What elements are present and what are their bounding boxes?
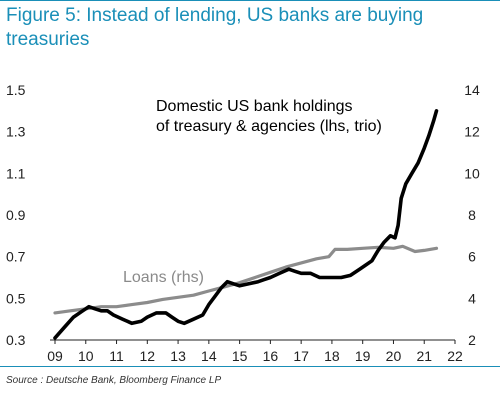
left-tick-label: 0.7 (6, 249, 26, 265)
chart-title: Figure 5: Instead of lending, US banks a… (6, 5, 424, 50)
x-tick-label: 15 (232, 348, 248, 364)
x-tick-label: 11 (109, 348, 124, 364)
source-rule (0, 366, 500, 367)
right-tick-label: 10 (464, 165, 480, 181)
left-tick-label: 1.5 (6, 82, 26, 98)
x-tick-label: 13 (170, 348, 186, 364)
x-tick-label: 09 (47, 348, 63, 364)
x-tick-label: 21 (416, 348, 432, 364)
treasury-series-label-line1: Domestic US bank holdings (156, 98, 353, 115)
treasury-series-label-line2: of treasury & agencies (lhs, trio) (156, 118, 382, 135)
x-tick-label: 12 (140, 348, 156, 364)
treasury-holdings-line (53, 109, 439, 340)
x-tick-label: 20 (386, 348, 402, 364)
source-note: Source : Deutsche Bank, Bloomberg Financ… (6, 375, 222, 386)
x-tick-label: 19 (355, 348, 371, 364)
loans-series-label: Loans (rhs) (123, 269, 204, 286)
x-tick-label: 17 (293, 348, 309, 364)
right-tick-label: 8 (468, 207, 476, 223)
right-tick-label: 6 (468, 249, 476, 265)
title-rule (0, 0, 500, 1)
left-tick-label: 0.5 (6, 290, 26, 306)
right-tick-label: 4 (468, 290, 476, 306)
series-lines (53, 109, 439, 340)
x-tick-label: 10 (78, 348, 94, 364)
right-tick-label: 2 (468, 332, 476, 348)
right-tick-label: 12 (464, 124, 480, 140)
left-tick-label: 0.9 (6, 207, 26, 223)
x-tick-label: 18 (324, 348, 340, 364)
left-tick-label: 0.3 (6, 332, 26, 348)
left-tick-label: 1.3 (6, 124, 26, 140)
loans-line (53, 244, 439, 315)
right-tick-label: 14 (464, 82, 480, 98)
left-tick-label: 1.1 (6, 165, 26, 181)
right-axis-ticks: 2 4 6 8 10 12 14 (464, 82, 480, 348)
x-tick-label: 16 (263, 348, 279, 364)
x-axis: 09 10 11 12 13 14 15 16 17 18 19 20 21 22 (47, 339, 463, 364)
left-axis-ticks: 0.3 0.5 0.7 0.9 1.1 1.3 1.5 (6, 82, 26, 348)
x-tick-label: 14 (201, 348, 217, 364)
x-tick-label: 22 (447, 348, 463, 364)
